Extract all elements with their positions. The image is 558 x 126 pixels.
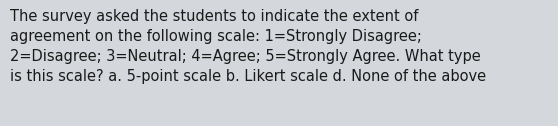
- Text: The survey asked the students to indicate the extent of
agreement on the followi: The survey asked the students to indicat…: [10, 9, 486, 84]
